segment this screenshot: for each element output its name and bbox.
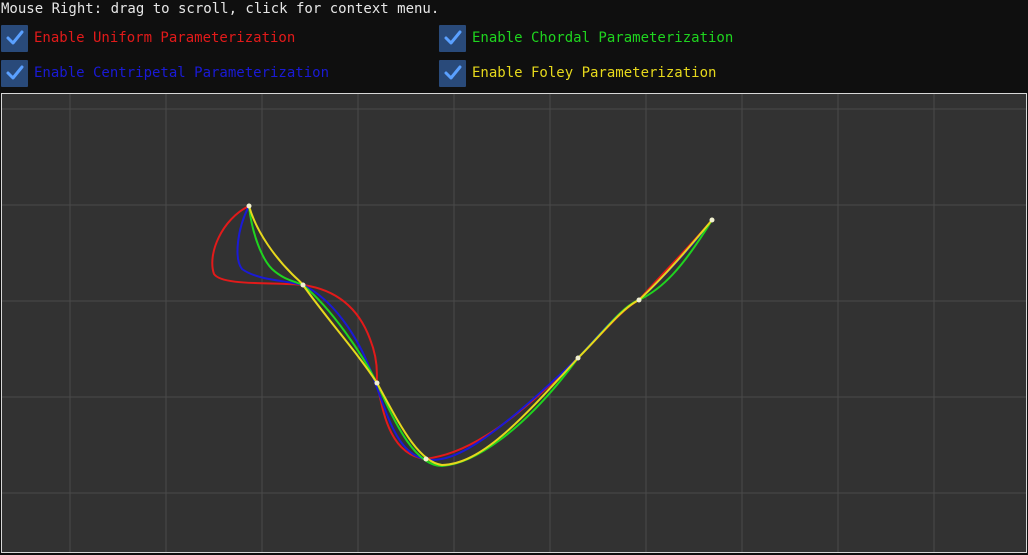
checkmark-icon (444, 30, 461, 45)
instruction-text: Mouse Right: drag to scroll, click for c… (1, 1, 440, 17)
checkbox-box[interactable] (1, 59, 28, 87)
uniform-checkbox[interactable]: Enable Uniform Parameterization (1, 24, 295, 52)
control-point[interactable] (575, 355, 581, 361)
control-point[interactable] (246, 203, 252, 209)
foley-curve (248, 205, 713, 467)
chordal-label: Enable Chordal Parameterization (472, 30, 734, 46)
control-point[interactable] (709, 217, 715, 223)
centripetal-checkbox[interactable]: Enable Centripetal Parameterization (1, 59, 329, 87)
foley-checkbox[interactable]: Enable Foley Parameterization (439, 59, 716, 87)
checkbox-box[interactable] (439, 59, 466, 87)
chordal-checkbox[interactable]: Enable Chordal Parameterization (439, 24, 733, 52)
control-point[interactable] (374, 380, 380, 386)
chordal-curve (248, 205, 713, 468)
spline-canvas[interactable] (1, 93, 1027, 553)
control-points[interactable] (246, 203, 715, 462)
checkmark-icon (6, 30, 23, 45)
control-point[interactable] (423, 456, 429, 462)
checkmark-icon (444, 65, 461, 80)
spline-drawing[interactable] (2, 94, 1026, 552)
grid (2, 94, 1026, 552)
checkbox-box[interactable] (439, 24, 466, 52)
checkbox-box[interactable] (1, 24, 28, 52)
centripetal-curve (236, 205, 713, 461)
uniform-label: Enable Uniform Parameterization (34, 30, 296, 46)
centripetal-label: Enable Centripetal Parameterization (34, 65, 330, 81)
checkmark-icon (6, 65, 23, 80)
foley-label: Enable Foley Parameterization (472, 65, 717, 81)
control-point[interactable] (636, 297, 642, 303)
uniform-curve (211, 205, 713, 461)
control-point[interactable] (300, 282, 306, 288)
